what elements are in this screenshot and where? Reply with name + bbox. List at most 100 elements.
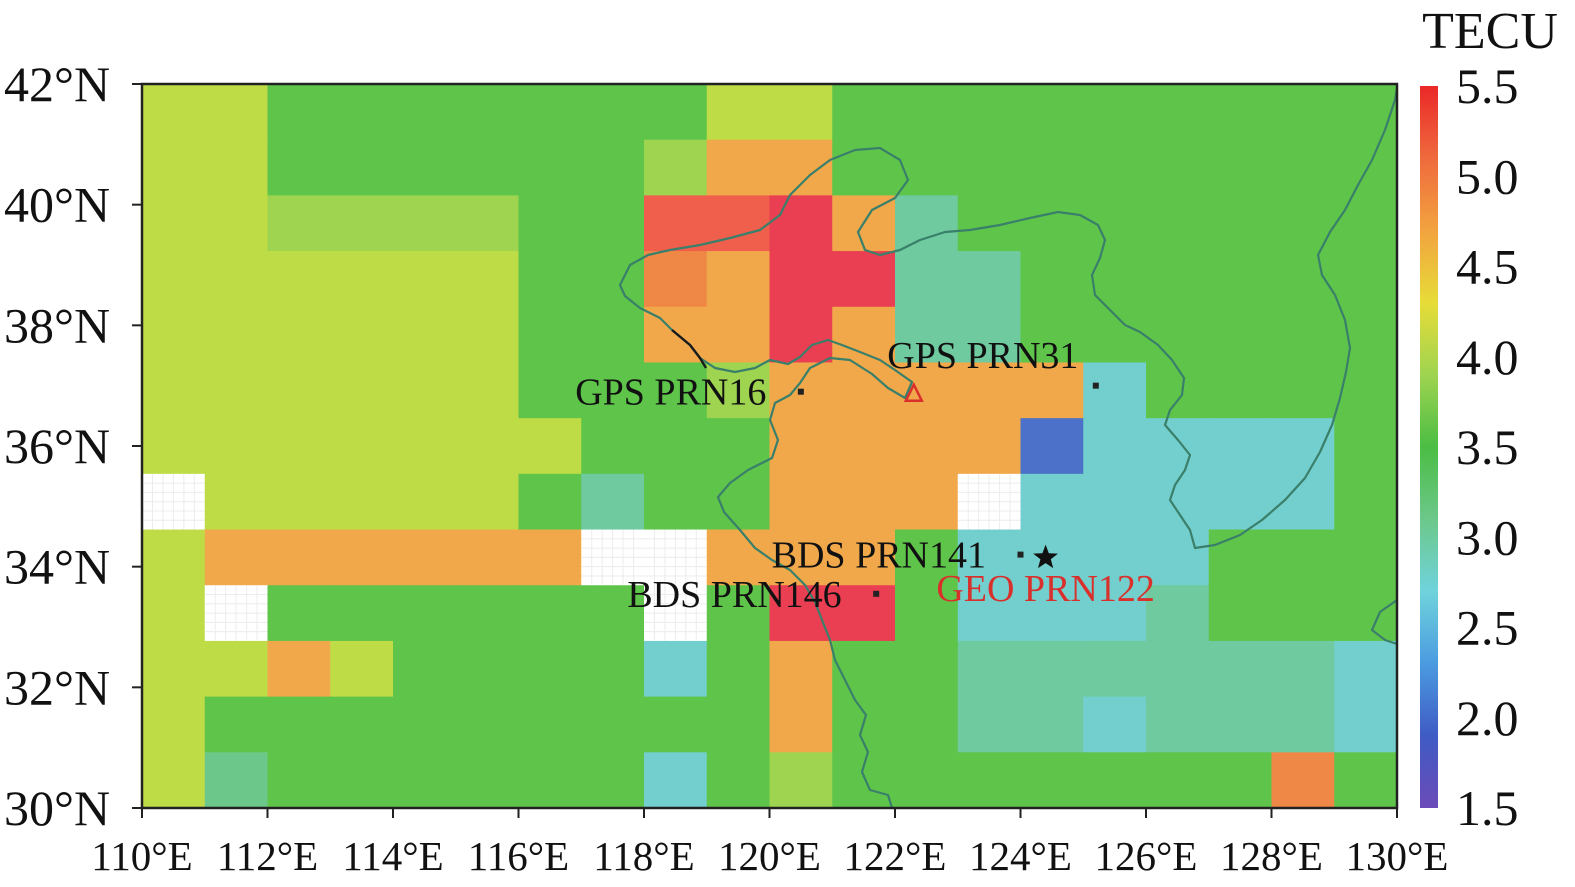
grid-cell [1020,251,1084,308]
grid-cell [267,306,331,364]
grid-cell [581,139,645,196]
grid-cell [455,529,520,586]
colorbar-tick-label: 3.0 [1456,509,1519,565]
grid-cell [895,195,959,252]
grid-cell [204,306,269,364]
grid-cell [644,473,708,531]
grid-cell [644,251,708,308]
grid-cell [1020,418,1084,475]
grid-cell [518,195,582,252]
grid-cell [1083,640,1147,698]
grid-cell [1146,251,1210,308]
grid-cell [644,418,708,475]
grid-cell [330,585,394,642]
grid-cell [393,640,457,698]
grid-cell [769,139,833,196]
x-tick-label: 128°E [1220,833,1323,879]
grid-cell [895,473,959,531]
grid-cell [518,529,582,586]
grid-cell [832,84,896,141]
grid-cell [1083,84,1147,141]
colorbar-tick-label: 4.5 [1456,239,1519,295]
grid-cell [1020,195,1084,252]
grid-cell [1208,418,1273,475]
grid-cell [518,362,582,419]
grid-cell [204,752,269,809]
grid-cell [769,585,833,642]
grid-cell [204,418,269,475]
grid-cell [330,640,394,698]
grid-cell [644,752,708,809]
grid-cell [644,640,708,698]
grid-cell [832,251,896,308]
grid-lines [142,473,1021,641]
grid-cell [581,696,645,753]
grid-cell [518,84,582,141]
grid-cell [267,362,331,419]
grid-cell [518,306,582,364]
grid-cell [1334,418,1398,475]
grid-cell [957,195,1022,252]
colorbar-ticks: 5.5 5.0 4.5 4.0 3.5 3.0 2.5 2.0 1.5 [1456,58,1519,836]
grid-cell [581,306,645,364]
grid-cell [204,84,269,141]
y-tick-label: 30°N [4,780,110,836]
grid-cell [706,418,771,475]
grid-cell [204,640,269,698]
coastline-segment [671,329,708,369]
grid-cell [644,362,708,419]
grid-cell [957,306,1022,364]
x-tick-label: 110°E [91,833,192,879]
y-tick-label: 40°N [4,177,110,233]
grid-cell [518,696,582,753]
grid-cell [895,418,959,475]
grid-cell [142,251,206,308]
grid-cell [393,195,457,252]
grid-cell [895,696,959,753]
grid-cell [455,195,520,252]
star-icon [1033,544,1058,569]
grid-cell [1334,640,1398,698]
grid-cell [267,585,331,642]
grid-cell [1208,473,1273,531]
grid-cell [1334,139,1398,196]
satellite-label: GPS PRN31 [887,335,1078,377]
y-tick-label: 32°N [4,659,110,715]
grid-cell [832,585,896,642]
grid-cell [832,418,896,475]
grid-cell [393,251,457,308]
grid-cell [518,418,582,475]
grid-cell [832,139,896,196]
grid-cell [518,251,582,308]
grid-cell [1146,529,1210,586]
grid-cell [1083,696,1147,753]
grid-cell [330,418,394,475]
grid-cell [142,195,206,252]
grid-cell [706,585,771,642]
grid-cell [455,585,520,642]
grid-cell [393,529,457,586]
grid-cell [455,640,520,698]
grid-cell [957,696,1022,753]
grid-cell [957,418,1022,475]
grid-cell [1334,306,1398,364]
grid-cell [706,473,771,531]
grid-cell [895,306,959,364]
grid-cell [1146,195,1210,252]
grid-cell [393,473,457,531]
colorbar-tick-label: 5.0 [1456,148,1519,204]
grid-cell [581,362,645,419]
grid-cell [1271,362,1335,419]
grid-cell [142,585,206,642]
grid-cell [330,473,394,531]
grid-cell [142,752,206,809]
grid-cell [581,195,645,252]
grid-cell [1334,84,1398,141]
grid-cell [957,251,1022,308]
grid-cell [1208,696,1273,753]
grid-cell [644,139,708,196]
grid-cell [644,84,708,141]
grid-cell [1334,752,1398,809]
grid-cell [142,84,206,141]
